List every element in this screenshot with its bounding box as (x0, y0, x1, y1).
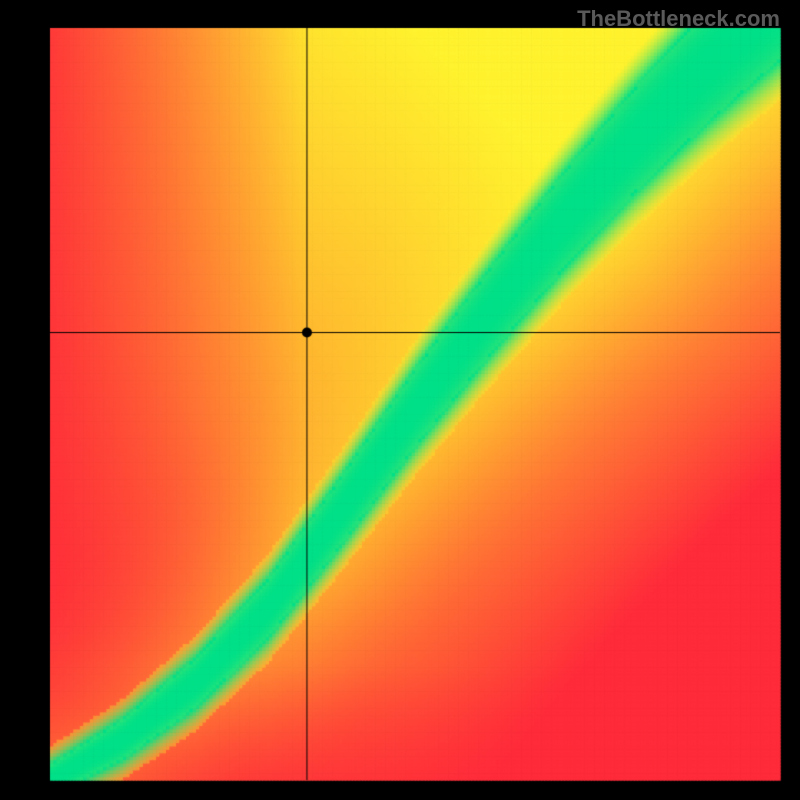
bottleneck-heatmap (0, 0, 800, 800)
chart-container: TheBottleneck.com (0, 0, 800, 800)
watermark-text: TheBottleneck.com (577, 6, 780, 32)
